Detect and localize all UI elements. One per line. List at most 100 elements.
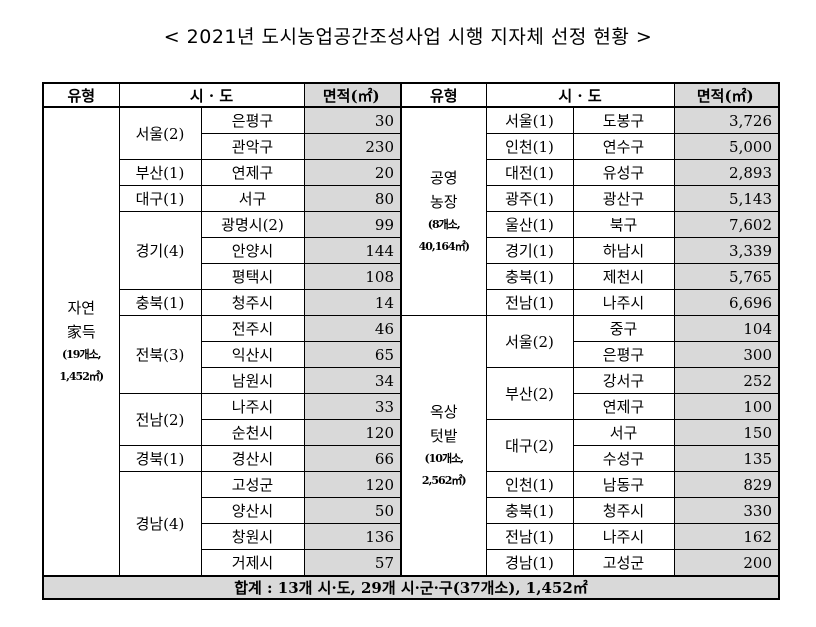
area-cell: 136 xyxy=(303,523,402,550)
area-cell: 5,000 xyxy=(673,133,780,160)
district-cell: 창원시 xyxy=(200,523,305,550)
header-cell: 면적(㎡) xyxy=(673,82,780,108)
district-cell: 도봉구 xyxy=(572,106,675,134)
footer-row: 합계 : 13개 시·도, 29개 시·군·구(37개소), 1,452㎡ xyxy=(42,575,780,600)
district-cell: 나주시 xyxy=(572,523,675,550)
type-line: (10개소, xyxy=(424,451,464,465)
type-line: 공영 xyxy=(429,168,458,187)
district-cell: 경산시 xyxy=(200,445,305,472)
region-cell: 충북(1) xyxy=(485,263,574,290)
table-row: 전북(3) 전주시 46 옥상 텃밭 (10개소, 2,562㎡) 서울(2) 중구 104 xyxy=(43,315,780,577)
region-cell: 부산(1) xyxy=(118,159,202,186)
type-cell: 자연 家득 (19개소, 1,452㎡) xyxy=(42,106,120,577)
area-cell: 46 xyxy=(303,315,402,342)
type-line: (8개소, xyxy=(427,217,461,231)
region-cell: 대구(1) xyxy=(118,185,202,212)
region-cell: 경북(1) xyxy=(118,445,202,472)
area-cell: 120 xyxy=(303,419,402,446)
district-cell: 양산시 xyxy=(200,497,305,524)
table-row: 창원시 136 전남(1) 나주시 162 xyxy=(43,523,780,550)
table-row: 남원시 34 부산(2) 강서구 252 xyxy=(43,367,780,420)
district-cell: 평택시 xyxy=(200,263,305,290)
district-cell: 안양시 xyxy=(200,237,305,264)
region-cell: 전남(2) xyxy=(118,393,202,446)
table-row: 자연 家득 (19개소, 1,452㎡) 서울(2) 은평구 30 공영 농장 (8개소, 40,1… xyxy=(42,106,780,577)
region-cell: 대전(1) xyxy=(485,159,574,186)
region-cell: 부산(2) xyxy=(485,367,574,420)
header-cell: 유형 xyxy=(400,82,487,108)
region-cell: 인천(1) xyxy=(485,133,574,160)
district-cell: 전주시 xyxy=(200,315,305,342)
district-cell: 청주시 xyxy=(200,289,305,316)
area-cell: 65 xyxy=(303,341,402,368)
district-cell: 고성군 xyxy=(200,471,305,498)
area-cell: 144 xyxy=(303,237,402,264)
district-cell: 나주시 xyxy=(200,393,305,420)
district-cell: 연수구 xyxy=(572,133,675,160)
region-cell: 울산(1) xyxy=(485,211,574,238)
region-cell: 충북(1) xyxy=(118,289,202,316)
type-line: 40,164㎡) xyxy=(418,239,470,253)
table-row: 경기(4) 광명시(2) 99 울산(1) 북구 7,602 xyxy=(43,211,780,290)
area-cell: 80 xyxy=(303,185,402,212)
area-cell: 230 xyxy=(303,133,402,160)
header-cell: 시 · 도 xyxy=(485,82,675,108)
area-cell: 135 xyxy=(673,445,780,472)
district-cell: 남동구 xyxy=(572,471,675,498)
table-row: 거제시 57 경남(1) 고성군 200 xyxy=(43,549,780,577)
area-cell: 3,339 xyxy=(673,237,780,264)
table-row: 순천시 120 대구(2) 서구 150 xyxy=(43,419,780,472)
district-cell: 연제구 xyxy=(200,159,305,186)
area-cell: 20 xyxy=(303,159,402,186)
area-cell: 252 xyxy=(673,367,780,394)
district-cell: 순천시 xyxy=(200,419,305,446)
region-cell: 전북(3) xyxy=(118,315,202,394)
type-line: 자연 xyxy=(67,298,96,317)
table-row: 부산(1) 연제구 20 대전(1) 유성구 2,893 xyxy=(43,159,780,186)
district-cell: 제천시 xyxy=(572,263,675,290)
area-cell: 34 xyxy=(303,367,402,394)
area-cell: 2,893 xyxy=(673,159,780,186)
district-cell: 연제구 xyxy=(572,393,675,420)
district-cell: 서구 xyxy=(200,185,305,212)
area-cell: 100 xyxy=(673,393,780,420)
region-cell: 대구(2) xyxy=(485,419,574,472)
area-cell: 7,602 xyxy=(673,211,780,238)
header-cell: 시 · 도 xyxy=(118,82,305,108)
header-cell: 면적(㎡) xyxy=(303,82,402,108)
area-cell: 829 xyxy=(673,471,780,498)
district-cell: 광산구 xyxy=(572,185,675,212)
region-cell: 전남(1) xyxy=(485,289,574,316)
table-row: 양산시 50 충북(1) 청주시 330 xyxy=(43,497,780,524)
area-cell: 200 xyxy=(673,549,780,577)
region-cell: 인천(1) xyxy=(485,471,574,498)
area-cell: 99 xyxy=(303,211,402,238)
type-line: 家득 xyxy=(66,322,96,341)
table-row: 전남(2) 나주시 33 연제구 100 xyxy=(43,393,780,446)
table: 유형 시 · 도 면적(㎡) 유형 시 · 도 면적(㎡) 자연 家득 (19개소, 1,452㎡… xyxy=(42,82,780,600)
region-cell: 광주(1) xyxy=(485,185,574,212)
area-cell: 5,143 xyxy=(673,185,780,212)
district-cell: 은평구 xyxy=(572,341,675,368)
region-cell: 충북(1) xyxy=(485,497,574,524)
area-cell: 33 xyxy=(303,393,402,420)
region-cell: 전남(1) xyxy=(485,523,574,550)
region-cell: 경남(4) xyxy=(118,471,202,577)
type-line: 2,562㎡) xyxy=(421,473,467,487)
type-line: 1,452㎡) xyxy=(59,369,104,383)
header-cell: 유형 xyxy=(42,82,120,108)
area-cell: 120 xyxy=(303,471,402,498)
district-cell: 수성구 xyxy=(572,445,675,472)
area-cell: 104 xyxy=(673,315,780,342)
district-cell: 은평구 xyxy=(200,106,305,134)
area-cell: 5,765 xyxy=(673,263,780,290)
title: < 2021년 도시농업공간조성사업 시행 지자체 선정 현황 > xyxy=(163,26,653,48)
table-row: 관악구 230 인천(1) 연수구 5,000 xyxy=(43,133,780,160)
type-line: 옥상 xyxy=(429,402,458,421)
district-cell: 나주시 xyxy=(572,289,675,316)
header-row: 유형 시 · 도 면적(㎡) 유형 시 · 도 면적(㎡) xyxy=(42,82,780,108)
type-line: 농장 xyxy=(429,192,458,211)
table-row: 충북(1) 청주시 14 전남(1) 나주시 6,696 xyxy=(43,289,780,316)
